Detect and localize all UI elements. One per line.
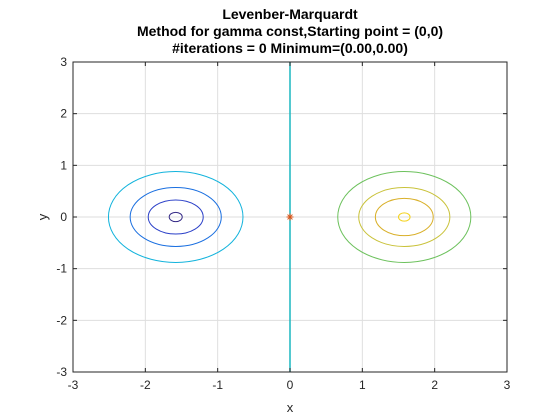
contour-line-3 bbox=[107, 171, 244, 263]
x-tick-label: -1 bbox=[212, 378, 223, 392]
title-line-3: #iterations = 0 Minimum=(0.00,0.00) bbox=[172, 40, 408, 56]
title-line-2: Method for gamma const,Starting point = … bbox=[137, 23, 443, 39]
marker-group bbox=[286, 213, 294, 221]
x-tick-label: 0 bbox=[287, 378, 294, 392]
minimum-marker bbox=[286, 213, 294, 221]
x-tick-label: -2 bbox=[140, 378, 151, 392]
y-tick-label: 1 bbox=[60, 158, 67, 172]
x-tick-label: 2 bbox=[431, 378, 438, 392]
tick-labels: -3 -2 -1 0 1 2 3 -3 -2 -1 0 1 2 3 bbox=[56, 55, 510, 392]
contour-line-7 bbox=[337, 171, 472, 263]
axis-ticks bbox=[72, 61, 508, 373]
contour-line-0 bbox=[168, 211, 183, 223]
y-tick-label: -1 bbox=[56, 262, 67, 276]
contour-lines bbox=[107, 171, 472, 263]
contour-line-5 bbox=[374, 197, 434, 237]
title-line-1: Levenber-Marquardt bbox=[222, 6, 358, 22]
contour-line-2 bbox=[129, 187, 222, 247]
y-tick-label: 0 bbox=[60, 210, 67, 224]
contour-line-4 bbox=[398, 212, 411, 222]
x-tick-label: -3 bbox=[68, 378, 79, 392]
y-tick-label: -2 bbox=[56, 313, 67, 327]
x-tick-label: 3 bbox=[504, 378, 511, 392]
x-axis-label: x bbox=[287, 400, 294, 415]
y-axis-label: y bbox=[35, 213, 50, 220]
y-tick-label: 2 bbox=[60, 107, 67, 121]
contour-line-6 bbox=[358, 187, 451, 247]
contour-line-1 bbox=[147, 199, 204, 235]
y-tick-label: 3 bbox=[60, 55, 67, 69]
marker-stroke bbox=[287, 214, 293, 220]
y-tick-label: -3 bbox=[56, 365, 67, 379]
x-tick-label: 1 bbox=[359, 378, 366, 392]
